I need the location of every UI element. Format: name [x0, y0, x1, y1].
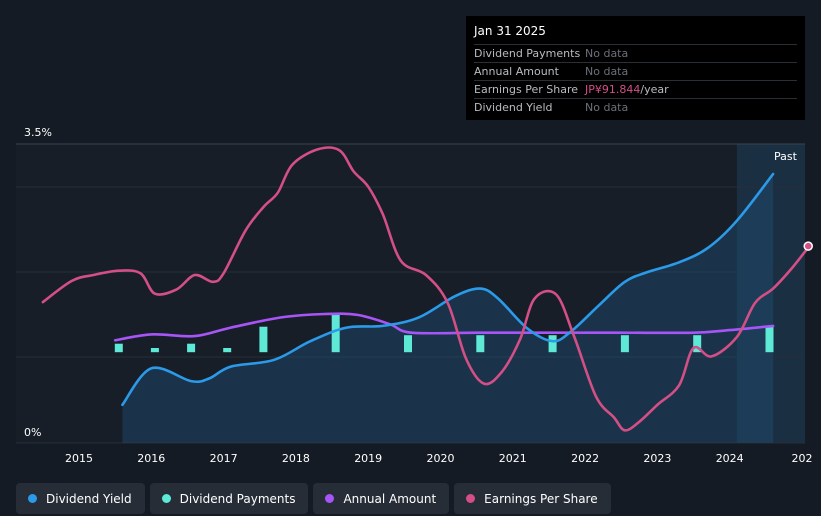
tooltip-row-dividend-payments: Dividend Payments No data — [474, 44, 797, 62]
tooltip-row-annual-amount: Annual Amount No data — [474, 62, 797, 80]
legend-item-dividend-payments[interactable]: Dividend Payments — [149, 483, 309, 514]
x-tick-label: 2021 — [499, 452, 527, 465]
dividend-payment-bar — [187, 343, 196, 353]
dividend-yield-line — [121, 172, 775, 407]
past-region — [736, 144, 805, 443]
x-tick-label: 2019 — [354, 452, 382, 465]
y-axis-top-label: 3.5% — [24, 126, 52, 139]
dividend-payment-bar — [150, 348, 159, 353]
tooltip-label: Annual Amount — [474, 65, 559, 78]
tooltip-label: Earnings Per Share — [474, 83, 579, 96]
tooltip-row-earnings-per-share: Earnings Per Share JP¥91.844/year — [474, 80, 797, 98]
dividend-payment-bars — [114, 314, 774, 353]
dividend-payment-bar — [223, 348, 232, 353]
tooltip-label: Dividend Payments — [474, 47, 581, 60]
legend-dot — [161, 494, 171, 503]
dividend-payment-bar — [548, 335, 557, 353]
legend-item-earnings-per-share[interactable]: Earnings Per Share — [454, 483, 611, 514]
x-axis: 2015 2016 2017 2018 2019 2020 2021 2022 2023 2024… — [65, 452, 813, 465]
eps-unit: /year — [640, 83, 669, 96]
legend: Dividend Yield Dividend Payments Annual … — [16, 483, 611, 514]
eps-endpoint-marker — [803, 241, 813, 251]
tooltip-date: Jan 31 2025 — [474, 24, 546, 38]
series-lines — [41, 146, 813, 432]
dividend-payment-bar — [331, 314, 340, 353]
dividend-payment-bar — [693, 335, 702, 353]
y-axis-bottom-label: 0% — [24, 426, 41, 439]
tooltip-label: Dividend Yield — [474, 101, 553, 114]
dividend-payment-bar — [114, 343, 123, 353]
dividend-payment-bar — [404, 335, 412, 353]
x-tick-label: 202 — [792, 452, 813, 465]
tooltip-value: No data — [585, 101, 629, 114]
eps-amount: JP¥91.844 — [585, 83, 641, 96]
dividend-payment-bar — [620, 335, 629, 353]
past-label: Past — [774, 150, 798, 163]
dividend-payment-bar — [765, 326, 774, 353]
legend-dot — [28, 494, 37, 503]
legend-label: Dividend Payments — [179, 491, 296, 506]
x-tick-label: 2022 — [571, 452, 599, 465]
legend-item-dividend-yield[interactable]: Dividend Yield — [16, 483, 145, 514]
tooltip-value: JP¥91.844/year — [585, 83, 669, 96]
gridlines — [16, 143, 805, 444]
legend-label: Earnings Per Share — [484, 491, 598, 506]
legend-item-annual-amount[interactable]: Annual Amount — [313, 483, 450, 514]
tooltip-value: No data — [585, 65, 629, 78]
legend-dot — [466, 494, 476, 503]
tooltip-row-dividend-yield: Dividend Yield No data — [474, 98, 797, 116]
tooltip-value: No data — [585, 47, 629, 60]
dividend-payment-bar — [476, 335, 485, 353]
x-tick-label: 2024 — [716, 452, 744, 465]
x-tick-label: 2016 — [137, 452, 165, 465]
x-tick-label: 2015 — [65, 452, 93, 465]
earnings-per-share-line — [41, 146, 811, 432]
legend-dot — [325, 494, 335, 503]
x-tick-label: 2018 — [282, 452, 310, 465]
x-tick-label: 2023 — [643, 452, 671, 465]
legend-label: Dividend Yield — [46, 491, 132, 506]
dividend-payment-bar — [259, 326, 268, 353]
x-tick-label: 2020 — [427, 452, 455, 465]
dividend-yield-area — [122, 174, 774, 443]
legend-label: Annual Amount — [343, 491, 437, 506]
tooltip-panel: Jan 31 2025 Dividend Payments No data An… — [466, 16, 805, 120]
x-tick-label: 2017 — [210, 452, 238, 465]
